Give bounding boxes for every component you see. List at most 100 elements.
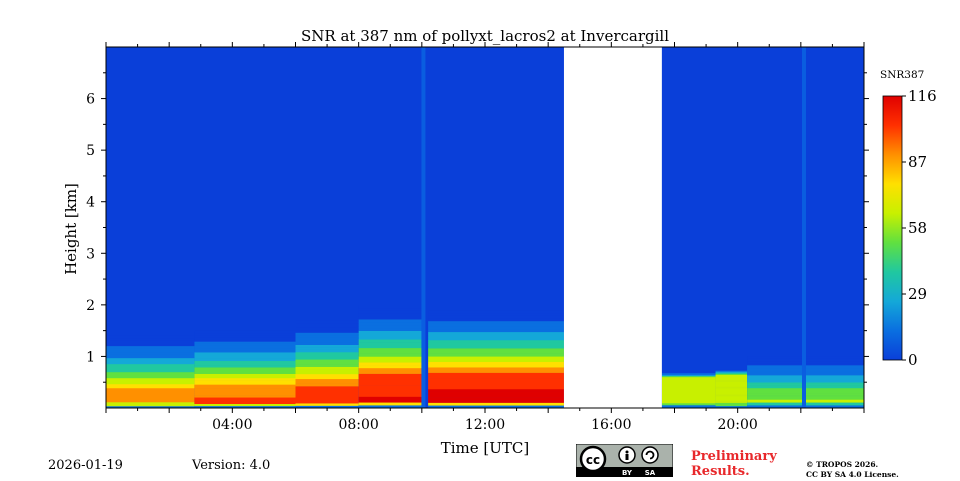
snr-cell bbox=[194, 360, 296, 364]
version-label: Version: 4.0 bbox=[192, 458, 271, 473]
snr-cell bbox=[661, 376, 716, 379]
snr-cell bbox=[295, 339, 359, 343]
snr-cell bbox=[715, 402, 748, 405]
colorbar-ticks: 0 29 58 87 116 bbox=[902, 87, 937, 369]
snr-cell bbox=[295, 349, 359, 353]
snr-cell bbox=[106, 359, 195, 363]
snr-cell bbox=[661, 389, 716, 392]
snr-cell bbox=[715, 382, 748, 384]
snr-cell bbox=[661, 403, 716, 406]
snr-cell bbox=[661, 377, 716, 380]
y-tick-label: 3 bbox=[86, 246, 95, 262]
snr-cell bbox=[194, 341, 296, 344]
snr-cell bbox=[295, 325, 359, 328]
snr-cell bbox=[194, 367, 296, 370]
snr-cell bbox=[358, 327, 422, 331]
snr-cell bbox=[358, 319, 422, 323]
snr-cell bbox=[358, 359, 422, 363]
snr-cell bbox=[358, 373, 422, 377]
colorbar bbox=[882, 95, 903, 361]
snr-cell bbox=[428, 348, 564, 352]
snr-cell bbox=[428, 323, 564, 327]
snr-cell bbox=[358, 387, 422, 392]
snr-cell bbox=[358, 336, 422, 340]
snr-cell bbox=[715, 386, 748, 388]
colorbar-tick-label: 116 bbox=[908, 87, 937, 105]
snr-cell bbox=[715, 383, 748, 385]
snr-cell bbox=[295, 334, 359, 338]
snr-cell bbox=[194, 399, 296, 402]
snr-cell bbox=[358, 362, 422, 366]
snr-cell bbox=[106, 405, 195, 409]
snr-cell bbox=[358, 316, 422, 320]
snr-cell bbox=[661, 385, 716, 388]
snr-cell bbox=[428, 397, 564, 401]
snr-cell bbox=[428, 386, 564, 390]
snr-cell bbox=[106, 353, 195, 357]
snr-cell bbox=[295, 366, 359, 370]
snr-cell bbox=[295, 359, 359, 363]
snr-cell bbox=[661, 400, 716, 403]
snr-cell bbox=[715, 392, 748, 395]
colorbar-tick-label: 0 bbox=[908, 351, 918, 369]
snr-cell bbox=[106, 345, 195, 349]
snr-cell bbox=[715, 374, 748, 377]
snr-cell bbox=[194, 349, 296, 353]
snr-cell bbox=[106, 337, 195, 341]
y-tick-label: 1 bbox=[86, 349, 95, 365]
snr-cell bbox=[428, 394, 564, 398]
no-data-gap-0 bbox=[563, 47, 662, 408]
snr-cell bbox=[661, 392, 716, 395]
snr-cell bbox=[428, 339, 564, 343]
snr-cell bbox=[715, 376, 748, 379]
snr-cell bbox=[295, 376, 359, 380]
snr-cell bbox=[661, 404, 716, 407]
snr-cell bbox=[428, 391, 564, 395]
snr-cell bbox=[428, 405, 564, 409]
snr-cell bbox=[358, 304, 422, 309]
cc-icon bbox=[579, 445, 607, 473]
snr-cell bbox=[715, 373, 748, 375]
snr-cell bbox=[106, 349, 195, 353]
snr-cell bbox=[715, 405, 748, 408]
snr-cell bbox=[715, 398, 748, 400]
snr-cell bbox=[358, 399, 422, 403]
snr-cell bbox=[106, 343, 195, 347]
snr-cell bbox=[428, 369, 564, 373]
snr-cell bbox=[715, 387, 748, 389]
preliminary-line-1: Preliminary bbox=[691, 449, 777, 464]
snr-cell bbox=[194, 365, 296, 368]
snr-cell bbox=[194, 390, 296, 394]
snr-cell bbox=[715, 397, 748, 399]
snr-cell bbox=[295, 393, 359, 397]
snr-cell bbox=[715, 399, 748, 401]
snr-cell bbox=[661, 379, 716, 382]
snr-cell bbox=[358, 393, 422, 397]
snr-cell bbox=[661, 394, 716, 397]
snr-cell bbox=[358, 350, 422, 354]
snr-cell bbox=[661, 397, 716, 400]
snr-cell bbox=[661, 372, 716, 375]
y-axis-label: Height [km] bbox=[62, 183, 80, 275]
snr-cell bbox=[358, 344, 422, 349]
snr-column-0 bbox=[106, 335, 195, 409]
snr-column-2 bbox=[295, 320, 359, 409]
copyright-line-2: CC BY SA 4.0 License. bbox=[806, 470, 899, 479]
snr-cell bbox=[295, 354, 359, 358]
snr-cell bbox=[295, 405, 359, 409]
snr-cell bbox=[715, 371, 748, 373]
snr-cell bbox=[106, 403, 195, 407]
snr-cell bbox=[358, 382, 422, 386]
measurement-date: 2026-01-19 bbox=[48, 458, 123, 473]
snr-cell bbox=[106, 373, 195, 377]
snr-cell bbox=[358, 402, 422, 406]
snr-cell bbox=[661, 390, 716, 393]
snr-cell bbox=[106, 389, 195, 393]
snr-cell bbox=[295, 332, 359, 336]
snr-cell bbox=[106, 369, 195, 373]
snr-cell bbox=[428, 320, 564, 324]
snr-cell bbox=[194, 397, 296, 400]
cc-by-sa-badge[interactable]: cc BY SA bbox=[575, 443, 674, 478]
snr-cell bbox=[194, 382, 296, 385]
